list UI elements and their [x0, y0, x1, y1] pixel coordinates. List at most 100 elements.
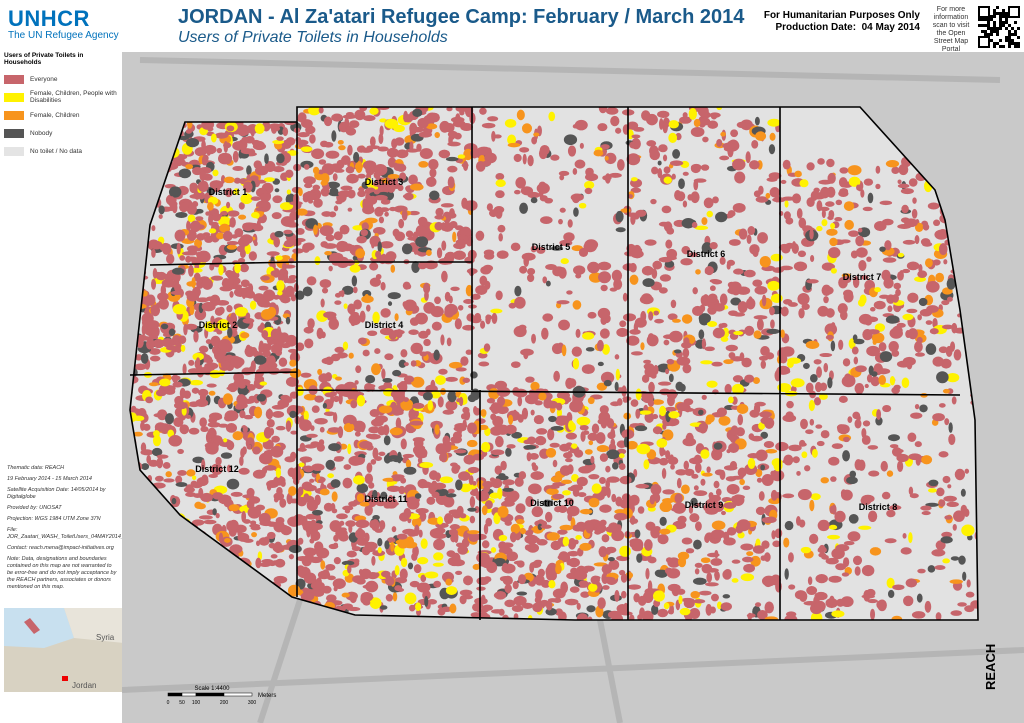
shelter	[855, 247, 868, 258]
qr-note: For more information scan to visit the O…	[932, 6, 970, 53]
scale-unit: Meters	[258, 693, 276, 699]
shelter	[704, 265, 714, 276]
shelter	[434, 296, 441, 305]
shelter	[838, 395, 848, 403]
shelter	[572, 300, 582, 310]
legend-swatch	[4, 92, 24, 102]
shelter	[713, 442, 723, 450]
shelter	[550, 475, 563, 483]
shelter	[298, 188, 303, 197]
shelter	[701, 217, 708, 226]
shelter	[922, 223, 930, 231]
shelter	[252, 224, 264, 232]
shelter	[561, 344, 567, 357]
shelter	[463, 299, 474, 304]
shelter	[313, 224, 318, 235]
shelter	[578, 580, 589, 587]
shelter	[292, 248, 304, 254]
shelter	[765, 449, 778, 454]
shelter	[722, 142, 737, 150]
shelter	[224, 414, 233, 422]
shelter	[504, 583, 512, 594]
shelter	[539, 195, 548, 202]
shelter	[615, 368, 620, 381]
shelter	[642, 610, 654, 620]
shelter	[455, 239, 467, 245]
district-label: District 7	[843, 272, 882, 282]
shelter	[254, 165, 269, 176]
shelter	[347, 443, 352, 455]
shelter	[210, 315, 215, 325]
qr-cell	[999, 45, 1002, 48]
shelter	[194, 208, 204, 214]
shelter	[283, 241, 294, 248]
shelter	[233, 379, 246, 388]
shelter	[363, 198, 374, 211]
shelter	[347, 207, 353, 212]
legend-item: Female, Children, People with Disabiliti…	[4, 88, 120, 106]
shelter	[500, 542, 514, 549]
shelter	[401, 209, 408, 221]
shelter	[573, 265, 586, 275]
shelter	[297, 117, 303, 122]
shelter	[303, 176, 316, 185]
shelter	[809, 499, 815, 512]
shelter	[480, 409, 487, 417]
shelter	[527, 267, 536, 276]
shelter	[723, 359, 734, 365]
shelter	[161, 338, 175, 348]
shelter	[490, 402, 501, 415]
shelter	[289, 359, 297, 367]
shelter	[615, 127, 622, 134]
shelter	[172, 381, 183, 388]
shelter	[311, 148, 325, 160]
shelter	[533, 132, 540, 137]
shelter	[593, 149, 604, 157]
shelter	[716, 407, 727, 417]
shelter	[731, 559, 741, 564]
shelter	[239, 410, 246, 419]
shelter	[274, 188, 280, 193]
shelter	[392, 369, 402, 377]
shelter	[185, 256, 199, 262]
shelter	[156, 457, 164, 469]
shelter	[567, 464, 574, 475]
shelter	[212, 257, 222, 268]
shelter	[188, 427, 200, 435]
shelter	[448, 528, 459, 536]
shelter	[409, 317, 420, 326]
shelter	[828, 524, 838, 530]
shelter	[270, 554, 278, 559]
shelter	[658, 256, 673, 263]
shelter	[710, 558, 723, 566]
shelter	[730, 425, 739, 436]
shelter	[797, 292, 810, 305]
shelter	[635, 408, 641, 419]
shelter	[516, 109, 525, 121]
shelter	[157, 292, 169, 301]
shelter	[354, 529, 366, 539]
shelter	[911, 611, 926, 619]
shelter	[616, 327, 629, 337]
shelter	[769, 132, 776, 141]
shelter	[372, 311, 380, 324]
shelter	[713, 480, 720, 489]
shelter	[598, 476, 606, 484]
road	[122, 57, 1024, 723]
qr-cell	[981, 30, 984, 33]
shelter	[530, 245, 537, 253]
shelter	[549, 442, 560, 448]
shelter	[347, 564, 352, 574]
shelter	[288, 274, 297, 280]
shelter	[659, 274, 672, 282]
shelter	[914, 404, 920, 410]
shelter	[172, 304, 187, 315]
shelter	[450, 286, 460, 292]
shelter	[839, 310, 848, 321]
shelter	[821, 284, 832, 296]
shelter	[576, 476, 588, 487]
shelter	[889, 444, 899, 449]
shelter	[854, 566, 861, 576]
shelter	[935, 272, 945, 283]
shelter	[280, 296, 291, 304]
